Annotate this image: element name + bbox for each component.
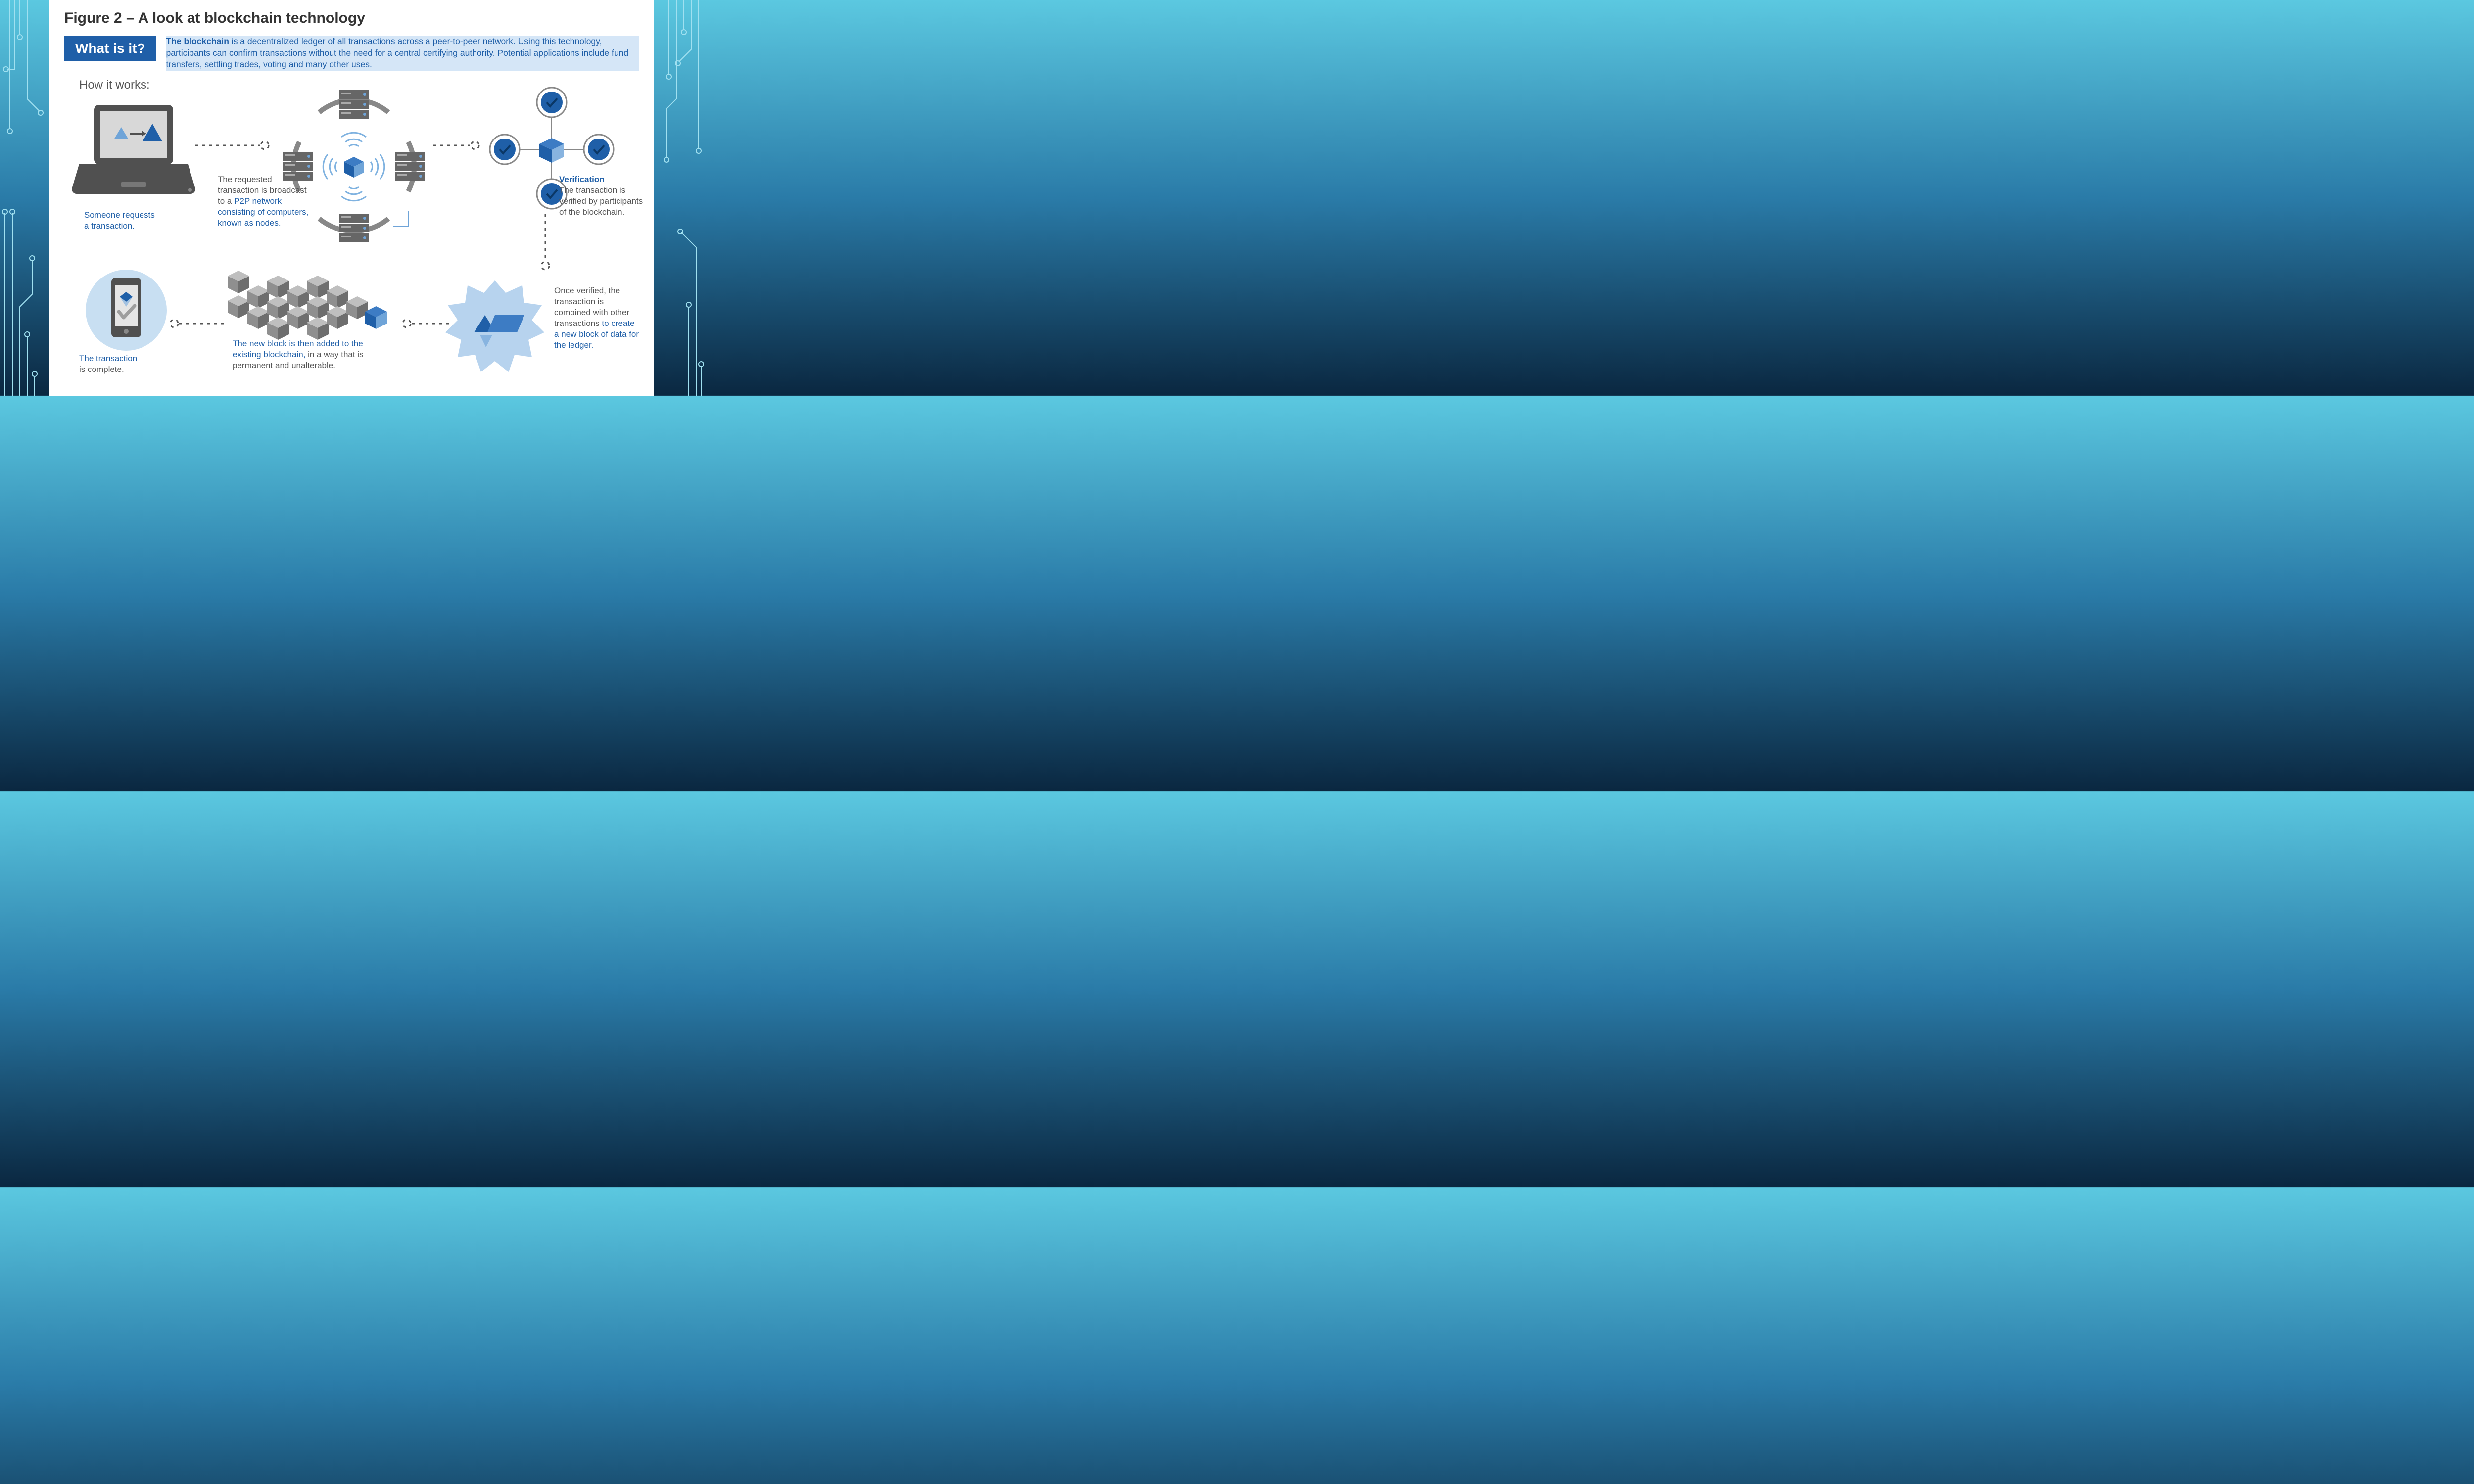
intro-text: The blockchain is a decentralized ledger… — [166, 36, 639, 71]
intro-row: What is it? The blockchain is a decentra… — [64, 36, 639, 71]
connector-5-6 — [168, 318, 228, 332]
diagram-area: Someone requests a transaction. — [64, 95, 639, 372]
new-block-starburst-icon — [445, 278, 544, 377]
figure-title: Figure 2 – A look at blockchain technolo… — [64, 10, 639, 27]
transaction-complete-icon — [84, 268, 168, 352]
intro-bold: The blockchain — [166, 36, 229, 46]
step4-text: Once verified, the transaction is combin… — [554, 285, 641, 351]
step2-text: The requested transaction is broadcast t… — [218, 174, 312, 229]
intro-body: is a decentralized ledger of all transac… — [166, 36, 629, 69]
what-is-it-box: What is it? — [64, 36, 156, 61]
blockchain-chain-icon — [228, 271, 401, 350]
step1-text: Someone requests a transaction. — [84, 210, 183, 232]
step6-text: The transaction is complete. — [79, 353, 168, 375]
connector-1-2 — [193, 139, 272, 154]
content-panel: Figure 2 – A look at blockchain technolo… — [49, 0, 654, 396]
circuit-decoration-right — [654, 0, 704, 396]
step5-text: The new block is then added to the exist… — [233, 338, 386, 371]
laptop-icon — [69, 100, 198, 199]
connector-4-5 — [401, 318, 455, 332]
connector-3-4 — [539, 209, 554, 273]
circuit-decoration-left — [0, 0, 49, 396]
step3-text: Verification The transaction is verified… — [559, 174, 648, 218]
connector-2-3 — [430, 139, 485, 154]
